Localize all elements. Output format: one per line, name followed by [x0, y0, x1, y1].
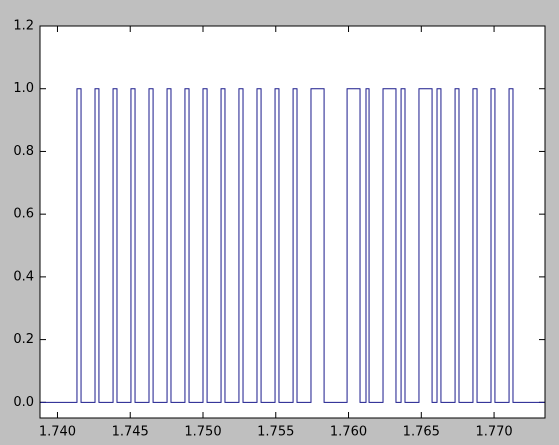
- x-tick-label: 1.765: [403, 425, 440, 440]
- signal-line: [40, 88, 545, 403]
- y-tick-label: 0.6: [13, 207, 34, 222]
- y-tick-label: 1.2: [13, 19, 34, 34]
- axes-frame: [39, 25, 546, 419]
- x-tick-label: 1.770: [475, 425, 512, 440]
- y-tick-label: 0.2: [13, 332, 34, 347]
- x-tick-label: 1.750: [184, 425, 221, 440]
- plot-area: [40, 26, 545, 418]
- y-tick-label: 0.0: [13, 395, 34, 410]
- y-tick-label: 1.0: [13, 81, 34, 96]
- x-tick-label: 1.745: [112, 425, 149, 440]
- y-tick-label: 0.8: [13, 144, 34, 159]
- x-tick-label: 1.755: [257, 425, 294, 440]
- x-tick-label: 1.760: [330, 425, 367, 440]
- x-tick-label: 1.740: [39, 425, 76, 440]
- y-tick-label: 0.4: [13, 269, 34, 284]
